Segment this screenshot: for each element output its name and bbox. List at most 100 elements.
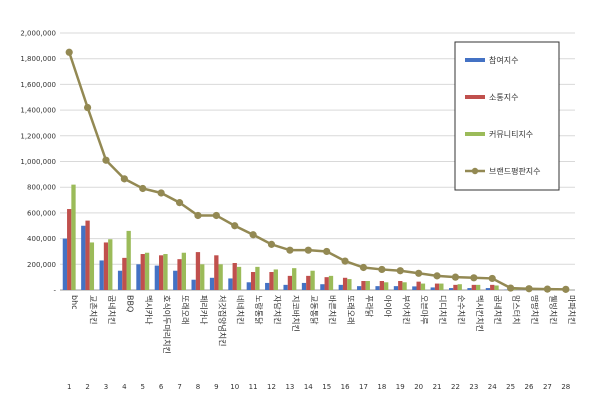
line-point [415,269,423,277]
x-index-label: 28 [561,383,570,391]
bar [475,284,481,290]
x-index-label: 13 [285,383,294,391]
x-index-label: 21 [433,383,442,391]
legend-label: 소통지수 [489,93,518,102]
legend-marker [471,167,479,175]
y-tick-label: 1,000,000 [20,158,56,166]
line-series [65,48,570,293]
bar [306,275,311,290]
bar [393,286,399,290]
bar [122,257,127,290]
bar [218,264,223,290]
x-index-label: 1 [67,383,71,391]
bar [292,268,297,290]
bar [283,284,288,290]
bar [126,230,131,290]
bar [357,286,362,290]
x-category-label: 또래오래 [346,295,355,324]
line-point [83,103,92,112]
line-point [543,285,552,293]
line-point [267,240,276,248]
x-category-label: 호식이두마리치킨 [162,295,172,354]
x-index-label: 5 [141,383,145,391]
legend-swatch [465,95,485,99]
bar [439,283,444,290]
bar [453,284,458,290]
bar [342,277,348,290]
x-category-label: 처갓집양념치킨 [217,295,227,347]
line-point [231,222,239,230]
x-index-label: 9 [214,383,218,391]
x-index-label: 7 [177,383,181,391]
bar [420,283,426,290]
bar [67,209,72,290]
bar [379,281,385,290]
x-index-label: 26 [525,383,534,391]
x-category-label: 교촌치킨 [89,295,99,324]
x-index-label: 2 [85,383,89,391]
bar [430,287,435,290]
x-category-label: 바른치킨 [328,295,338,324]
y-tick-label: 200,000 [27,261,56,269]
bar [512,289,518,290]
bar [89,242,95,290]
line-point [139,184,147,193]
line-point [378,265,386,274]
bar [412,286,417,290]
line-point [451,273,460,281]
x-index-label: 25 [506,383,515,391]
line-point [507,284,515,292]
x-index-label: 17 [359,383,368,391]
y-tick-label: 1,400,000 [20,107,56,115]
bar [81,225,86,290]
x-category-label: 순수치킨 [456,295,466,324]
x-index-label: 18 [377,383,386,391]
x-index-label: 11 [249,383,258,391]
bar [228,278,233,290]
bar [200,264,205,290]
x-index-label: 6 [159,383,164,391]
bar [236,266,242,290]
x-index-label: 16 [341,383,350,391]
bar [108,239,113,290]
line-point [304,246,312,254]
bar [328,275,334,290]
bar [246,282,251,290]
x-category-label: 디디치킨 [438,295,448,324]
bar [457,284,462,290]
legend-label: 참여지수 [489,55,518,65]
bar [191,279,196,290]
x-category-label: BBQ [125,295,134,312]
x-category-label: 네네치킨 [236,295,246,324]
bar [471,284,476,290]
bar [62,238,68,290]
x-index-label: 23 [469,383,478,391]
x-category-label: bhc [70,295,79,310]
x-category-label: 자담치킨 [273,295,283,324]
bar [209,277,215,290]
x-category-label: 노랑통닭 [254,295,264,325]
x-index-label: 24 [488,383,497,391]
y-tick-label: 800,000 [27,184,56,192]
line-point [249,231,257,239]
y-tick-label: 1,600,000 [20,81,56,89]
bar [416,281,421,290]
bar [398,281,403,290]
legend-swatch [465,132,485,136]
bar [338,284,343,290]
x-index-label: 8 [196,383,200,391]
bar [347,279,352,290]
bar [324,277,329,290]
x-category-label: 마파치킨 [567,295,577,324]
y-tick-label: 1,200,000 [20,132,56,140]
x-category-label: 오븐마루 [420,295,429,324]
y-tick-label: 1,800,000 [20,55,56,63]
bar [154,265,160,290]
x-category-label: 멕시카나 [144,295,154,325]
y-tick-label: 600,000 [27,209,56,217]
bar [103,242,109,290]
bar [448,288,454,290]
bar [265,282,270,290]
line-point [102,156,110,164]
